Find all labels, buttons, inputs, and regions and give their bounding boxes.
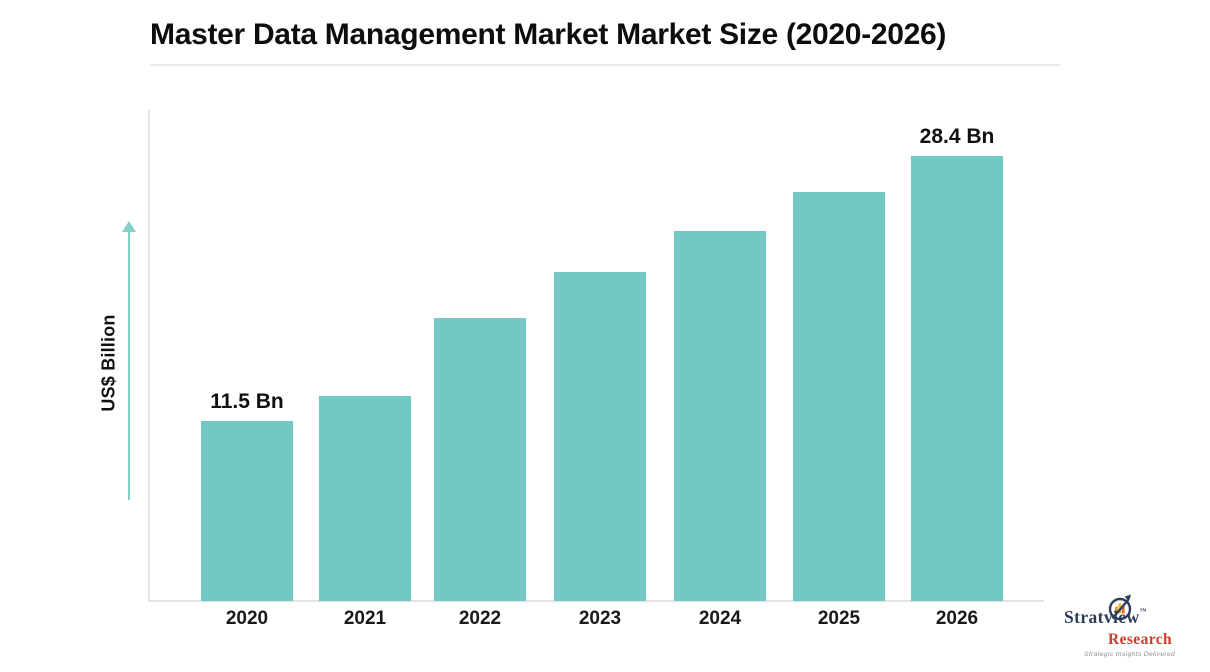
x-tick-label-2024: 2024: [698, 608, 742, 629]
logo-division-name: Research: [1108, 631, 1173, 648]
bar-2025: [793, 192, 885, 601]
chart-title: Master Data Management Market Market Siz…: [150, 18, 947, 51]
x-tick-label-2020: 2020: [225, 608, 269, 629]
logo-magnifier-chart-icon: [1108, 594, 1132, 621]
bar-2026: [911, 156, 1003, 601]
x-tick-label-2021: 2021: [343, 608, 387, 629]
logo-brand-name-text: Stratview: [1064, 607, 1140, 627]
logo-tagline: Strategic Insights Delivered: [1084, 651, 1176, 658]
bar-2024: [674, 231, 766, 601]
data-label-2020: 11.5 Bn: [210, 390, 284, 413]
y-axis-arrow-icon: [128, 231, 130, 500]
bar-2020: [201, 421, 293, 601]
stratview-logo: Stratview™ Research Strategic Insights D…: [1054, 590, 1210, 670]
data-label-2026: 28.4 Bn: [919, 125, 995, 148]
logo-trademark: ™: [1139, 607, 1147, 615]
x-tick-label-2022: 2022: [458, 608, 502, 629]
y-axis-label: US$ Billion: [98, 314, 119, 412]
bar-2022: [434, 318, 526, 601]
bar-2021: [319, 396, 411, 601]
x-tick-label-2023: 2023: [578, 608, 622, 629]
y-axis-line: [148, 110, 150, 601]
bar-2023: [554, 272, 646, 601]
x-tick-label-2025: 2025: [817, 608, 861, 629]
x-tick-label-2026: 2026: [935, 608, 979, 629]
title-divider: [150, 64, 1060, 66]
y-axis-arrowhead-icon: [122, 221, 136, 232]
x-axis-line: [148, 600, 1044, 602]
logo-brand-name: Stratview™: [1064, 607, 1147, 628]
